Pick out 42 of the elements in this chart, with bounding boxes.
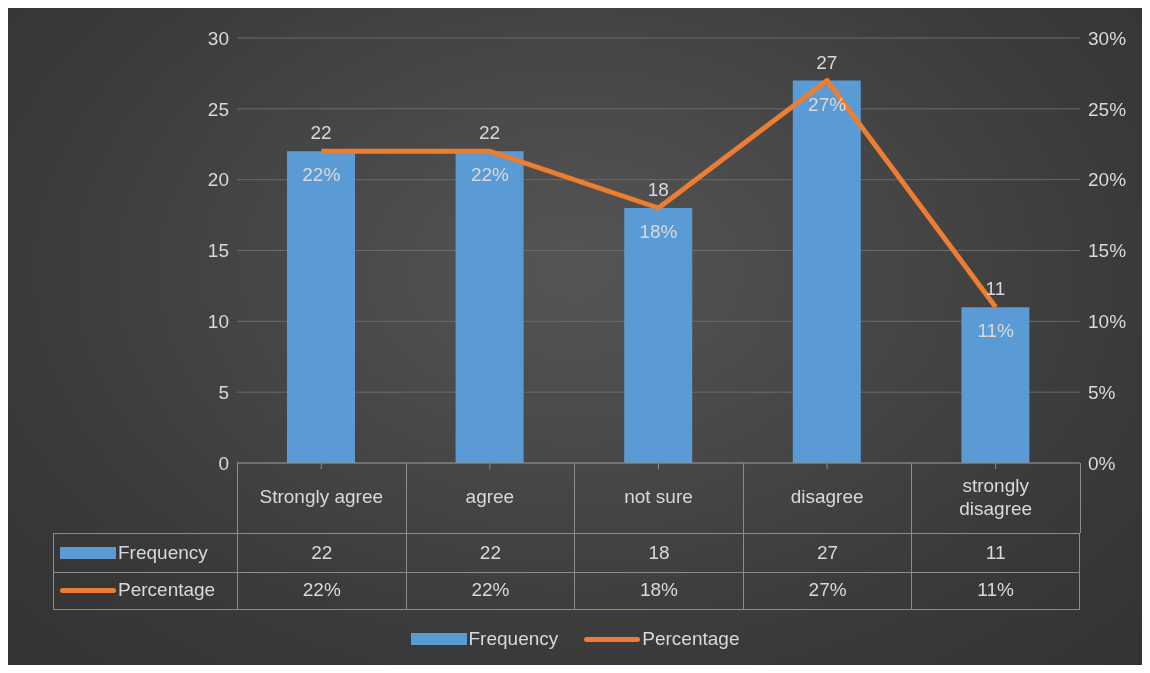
- legend-label: Frequency: [118, 542, 208, 564]
- text: Frequency: [468, 628, 559, 649]
- data-label: 22%: [405, 571, 575, 609]
- x-tick-label: Strongly agree: [259, 486, 384, 507]
- text: 22: [310, 122, 332, 144]
- y-tick-label: 0: [218, 452, 229, 474]
- text: 27: [816, 51, 838, 73]
- data-label: 11: [911, 534, 1080, 572]
- y-tick-label: 10: [207, 311, 229, 333]
- x-tick-label: disagree: [790, 486, 864, 507]
- data-label: 22: [405, 534, 575, 572]
- text: 22%: [470, 164, 509, 186]
- data-label: 18: [574, 534, 743, 572]
- text: 22: [479, 122, 501, 144]
- data-label: 11%: [911, 571, 1080, 609]
- x-tick-label: not sure: [624, 486, 693, 507]
- text: 18: [647, 179, 669, 200]
- legend-label: Percentage: [118, 579, 216, 601]
- y2-tick-label: 10%: [1088, 311, 1127, 333]
- y2-tick-label: 25%: [1088, 98, 1127, 120]
- data-label: 22: [237, 534, 406, 572]
- y2-tick-label: 0%: [1088, 452, 1116, 474]
- data-label: 22%: [237, 571, 406, 609]
- x-tick-label: strongly disagree: [959, 475, 1033, 519]
- text: 22%: [302, 164, 341, 186]
- y-tick-label: 15: [207, 240, 229, 262]
- y2-tick-label: 15%: [1088, 240, 1127, 262]
- y2-tick-label: 30%: [1088, 27, 1127, 49]
- text: 11%: [977, 320, 1015, 342]
- text: 18%: [639, 221, 678, 242]
- y-tick-label: 5: [218, 381, 229, 403]
- data-label: 18%: [574, 571, 743, 609]
- x-tick-label: agree: [465, 486, 515, 507]
- y2-tick-label: 20%: [1088, 169, 1127, 191]
- y2-tick-label: 5%: [1088, 381, 1116, 403]
- y-tick-label: 25: [207, 98, 229, 120]
- text: Percentage: [642, 628, 740, 649]
- data-label: 27%: [742, 571, 912, 609]
- y-tick-label: 20: [207, 169, 229, 191]
- data-label: 27: [742, 534, 912, 572]
- y-tick-label: 30: [207, 27, 229, 49]
- text: 11: [985, 278, 1006, 300]
